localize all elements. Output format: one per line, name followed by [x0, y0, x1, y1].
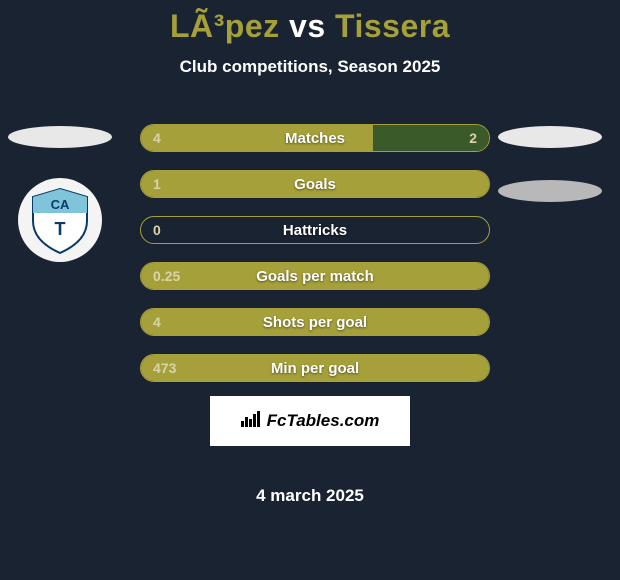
stat-label: Goals	[141, 171, 489, 197]
subtitle: Club competitions, Season 2025	[0, 57, 620, 77]
date-text: 4 march 2025	[0, 486, 620, 506]
branding-chart-icon	[241, 411, 261, 432]
stat-row: Goals1	[140, 170, 490, 198]
stat-value-left: 4	[153, 309, 161, 335]
stat-label: Hattricks	[141, 217, 489, 243]
svg-text:CA: CA	[51, 197, 70, 212]
stat-value-right: 2	[469, 125, 477, 151]
stat-value-left: 0	[153, 217, 161, 243]
stat-label: Goals per match	[141, 263, 489, 289]
player2-name: Tissera	[335, 8, 450, 44]
stat-row: Goals per match0.25	[140, 262, 490, 290]
stat-label: Shots per goal	[141, 309, 489, 335]
stat-row: Hattricks0	[140, 216, 490, 244]
shield-icon: CA T	[23, 183, 97, 257]
stat-bars: Matches42Goals1Hattricks0Goals per match…	[140, 124, 490, 400]
svg-text:T: T	[55, 219, 66, 239]
stat-label: Matches	[141, 125, 489, 151]
stat-value-left: 4	[153, 125, 161, 151]
stat-row: Min per goal473	[140, 354, 490, 382]
stat-row: Matches4 2	[140, 124, 490, 152]
decorative-ellipse	[8, 126, 112, 148]
comparison-title: LÃ³pez vs Tissera	[0, 0, 620, 45]
stat-value-left: 1	[153, 171, 161, 197]
vs-text: vs	[289, 8, 326, 44]
stat-label: Min per goal	[141, 355, 489, 381]
stat-value-left: 473	[153, 355, 176, 381]
branding: FcTables.com	[210, 396, 410, 446]
stat-value-left: 0.25	[153, 263, 180, 289]
decorative-ellipse	[498, 126, 602, 148]
team-logo: CA T	[18, 178, 102, 262]
branding-text: FcTables.com	[267, 411, 380, 431]
stat-row: Shots per goal4	[140, 308, 490, 336]
decorative-ellipse	[498, 180, 602, 202]
player1-name: LÃ³pez	[170, 8, 280, 44]
